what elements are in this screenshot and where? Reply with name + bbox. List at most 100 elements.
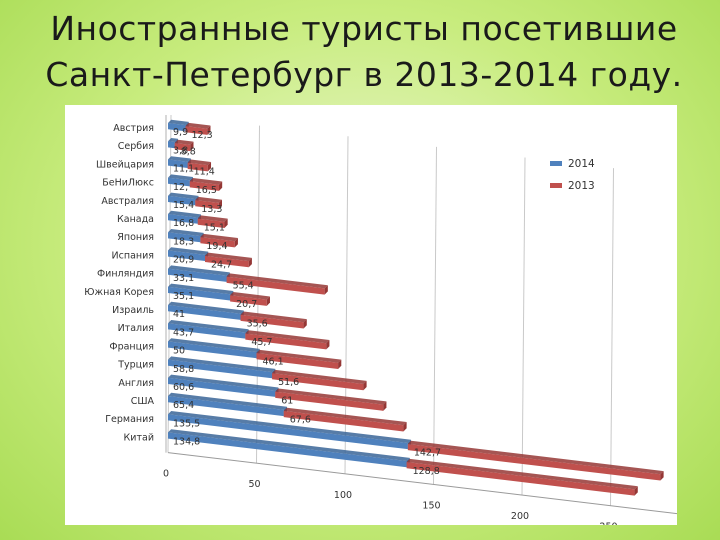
bar-2013-end — [190, 141, 194, 152]
data-label-2014: 50 — [173, 346, 185, 357]
category-label: Израиль — [112, 305, 154, 316]
bar-2013-top — [272, 369, 367, 385]
bar-2014 — [168, 177, 190, 187]
gridline — [433, 146, 437, 485]
data-label-2014: 35,1 — [173, 291, 194, 302]
data-label-2014: 16,8 — [173, 218, 194, 229]
bar-2013 — [272, 373, 364, 391]
category-labels: Австрия Сербия Швейцария БеНиЛюкс Австралия К… — [84, 123, 154, 443]
bar-2013 — [189, 181, 219, 191]
bar-2014 — [168, 359, 273, 379]
category-label: Германия — [105, 414, 154, 425]
category-label: Япония — [117, 232, 154, 243]
bar-2013 — [407, 443, 661, 481]
bar-2013-top — [197, 215, 228, 222]
bar-2013-top — [230, 292, 270, 300]
bar-2014-top — [168, 356, 276, 373]
category-label: Турция — [117, 360, 154, 371]
data-label-2013: 61 — [281, 395, 293, 406]
bar-2013-top — [185, 122, 211, 129]
data-label-2013: 19,4 — [206, 241, 227, 252]
x-tick-label: 200 — [511, 511, 529, 522]
data-label-2013: 128,8 — [413, 466, 440, 477]
bar-2014-top — [168, 392, 287, 410]
data-label-2013: 20,7 — [236, 299, 257, 310]
bar-2013-end — [234, 238, 238, 248]
bar-2013 — [226, 276, 325, 295]
bar-2014-top — [168, 174, 193, 181]
bar-2013-top — [226, 273, 328, 289]
bar-2013-top — [187, 159, 212, 166]
data-label-2013: 13,3 — [201, 204, 222, 215]
bar-2014 — [168, 159, 188, 168]
bar-2014-top — [168, 229, 204, 237]
bar-2013 — [174, 143, 191, 152]
data-label-2013: 45,7 — [251, 337, 272, 348]
data-label-2013: 15,1 — [204, 222, 225, 233]
bar-2014-top — [168, 156, 191, 162]
bar-2013-top — [189, 178, 223, 185]
bar-2014-top — [168, 338, 260, 353]
bar-2014-top — [168, 265, 230, 276]
data-label-2014: 18,3 — [173, 236, 194, 247]
bar-2014 — [168, 396, 284, 417]
bar-2014 — [168, 250, 205, 262]
bar-2013 — [240, 314, 304, 329]
bar-2014-top — [168, 283, 234, 295]
bar-2014 — [168, 377, 276, 397]
data-label-2014: 134,8 — [173, 437, 200, 448]
legend-swatch — [550, 161, 562, 166]
bar-2014 — [168, 414, 408, 450]
category-label: Англия — [118, 378, 154, 389]
data-label-2013: 8,8 — [181, 147, 196, 158]
category-label: Канада — [117, 214, 154, 225]
data-label-2014: 12, — [173, 182, 188, 193]
data-label-2013: 16,5 — [196, 185, 217, 196]
category-label: Франция — [109, 341, 154, 352]
bar-2014 — [168, 432, 407, 468]
x-tick-label: 50 — [248, 479, 260, 490]
bar-2013-top — [200, 233, 238, 242]
bar-2013 — [200, 237, 235, 248]
bar-2013-top — [283, 407, 407, 426]
data-label-2013: 51,6 — [278, 377, 299, 388]
bar-2013 — [275, 391, 384, 411]
data-label-2014: 58,8 — [173, 364, 194, 375]
bar-2014-top — [168, 429, 410, 462]
data-label-2013: 142,7 — [414, 448, 441, 459]
bar-chart: 9,9 12,3 3,88,8 11,1 11,4 12, 16,515,4 13,3 16,8… — [84, 114, 706, 540]
bar-2014 — [168, 214, 198, 224]
bar-2014 — [168, 232, 201, 243]
bar-2013-top — [174, 139, 194, 145]
bar-2013 — [256, 353, 339, 370]
bars — [168, 119, 664, 496]
data-label-2013: 55,4 — [233, 280, 254, 291]
data-label-2013: 35,6 — [247, 318, 268, 329]
category-label: Южная Корея — [84, 287, 154, 298]
bar-2013-top — [195, 196, 222, 203]
legend-label: 2014 — [568, 158, 595, 170]
bar-2013 — [195, 200, 219, 210]
bar-2013-end — [218, 181, 223, 191]
category-label: США — [131, 396, 155, 407]
bar-2014-top — [168, 138, 178, 143]
bar-2014 — [168, 141, 175, 149]
data-label-2014: 43,7 — [173, 327, 194, 338]
data-label-2014: 3,8 — [173, 145, 188, 156]
bar-2014-top — [168, 320, 249, 333]
bar-2014 — [168, 286, 231, 301]
bar-2013-end — [207, 161, 212, 172]
category-label: Австрия — [113, 123, 154, 134]
bar-2013 — [245, 333, 327, 350]
bar-2014 — [168, 341, 257, 359]
bar-2014 — [168, 195, 196, 206]
bar-2014 — [168, 323, 246, 339]
bar-2013 — [185, 126, 208, 135]
data-label-2014: 9,9 — [173, 127, 188, 138]
data-label-2014: 11,1 — [173, 164, 194, 175]
data-label-2014: 65,4 — [173, 400, 194, 411]
category-label: Финляндия — [97, 269, 154, 280]
legend-swatch — [550, 183, 562, 188]
bar-2013-end — [248, 257, 252, 268]
bar-2013-top — [407, 440, 664, 475]
